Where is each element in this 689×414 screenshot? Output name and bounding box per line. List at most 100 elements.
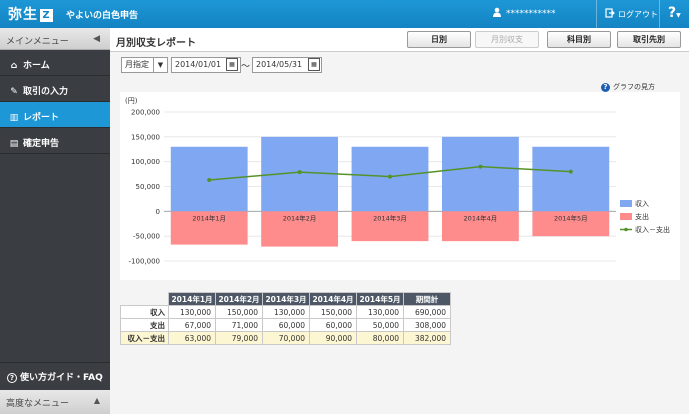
sidebar-item-transaction-input[interactable]: ✎ 取引の入力 xyxy=(0,76,110,102)
report-icon: ▥ xyxy=(9,113,19,123)
sidebar-title: メインメニュー xyxy=(6,37,69,47)
column-header: 2014年1月 xyxy=(168,292,216,306)
guide-faq-link[interactable]: ? 使い方ガイド・FAQ xyxy=(0,362,110,388)
y-axis-unit-label: (円) xyxy=(125,97,138,105)
table-cell: 130,000 xyxy=(356,305,404,319)
question-icon: ? xyxy=(7,373,17,383)
sidebar-item-label: レポート xyxy=(23,113,60,123)
home-icon: ⌂ xyxy=(10,61,18,71)
row-label: 収入－支出 xyxy=(120,331,169,345)
tab-by-account[interactable]: 科目別 xyxy=(547,31,611,48)
sidebar-header: メインメニュー ◀ xyxy=(0,28,110,50)
table-cell: 308,000 xyxy=(403,318,451,332)
app-title: やよいの白色申告 xyxy=(66,11,139,21)
table-cell: 60,000 xyxy=(309,318,357,332)
table-cell: 130,000 xyxy=(262,305,310,319)
table-cell: 63,000 xyxy=(168,331,216,345)
advanced-menu-toggle[interactable]: 高度なメニュー ▲ xyxy=(0,390,110,414)
sidebar-item-label: 取引の入力 xyxy=(23,87,69,97)
tab-monthly: 月別収支 xyxy=(475,31,539,48)
date-from-field[interactable]: 2014/01/01 xyxy=(171,57,241,73)
net-point xyxy=(207,178,212,183)
period-select-value: 月指定 xyxy=(125,60,149,69)
collapse-sidebar-icon[interactable]: ◀ xyxy=(93,34,100,44)
table-cell: 90,000 xyxy=(309,331,357,345)
table-cell: 67,000 xyxy=(168,318,216,332)
y-tick-label: -100,000 xyxy=(129,258,160,266)
top-bar: 弥生 Z やよいの白色申告 *********** ログアウト ?▼ xyxy=(0,0,689,28)
logout-button[interactable]: ログアウト xyxy=(596,0,660,28)
user-name: *********** xyxy=(506,9,556,19)
chevron-down-icon: ▼ xyxy=(153,58,167,72)
table-cell: 70,000 xyxy=(262,331,310,345)
row-label: 支出 xyxy=(120,318,169,332)
sidebar: メインメニュー ◀ ⌂ ホーム ✎ 取引の入力 ▥ レポート ▤ 確定申告 ? 使い方ガイ… xyxy=(0,28,110,414)
expense-bar xyxy=(441,211,519,242)
net-point xyxy=(568,169,573,174)
date-to-field[interactable]: 2014/05/31 xyxy=(252,57,322,73)
column-header: 2014年3月 xyxy=(262,292,310,306)
column-header: 2014年4月 xyxy=(309,292,357,306)
y-tick-label: 150,000 xyxy=(131,133,160,141)
tab-by-client[interactable]: 取引先別 xyxy=(617,31,681,48)
legend-swatch-net-point xyxy=(624,227,628,232)
legend-label-income: 収入 xyxy=(635,200,649,208)
net-point xyxy=(478,164,483,169)
column-header: 2014年2月 xyxy=(215,292,263,306)
question-icon: ? xyxy=(601,83,610,92)
x-category-label: 2014年4月 xyxy=(464,213,498,222)
table-cell: 382,000 xyxy=(403,331,451,345)
expense-bar xyxy=(170,211,248,245)
column-header: 2014年5月 xyxy=(356,292,404,306)
y-tick-label: -50,000 xyxy=(133,233,160,241)
chart-panel: (円) 200,000 150,000 100,000 50,000 0 -50,000 -1… xyxy=(120,92,680,280)
column-header: 期間計 xyxy=(403,292,451,306)
graph-help-link[interactable]: ? グラフの見方 xyxy=(601,82,655,92)
page-title: 月別収支レポート xyxy=(116,38,196,49)
y-tick-label: 200,000 xyxy=(131,109,160,117)
income-bar xyxy=(441,136,519,212)
chevron-down-icon: ▼ xyxy=(676,12,681,19)
summary-table: 2014年1月 2014年2月 2014年3月 2014年4月 2014年5月 … xyxy=(120,292,451,345)
table-corner xyxy=(120,292,169,306)
calendar-icon[interactable]: ▦ xyxy=(226,58,238,71)
expense-bar xyxy=(532,211,610,237)
table-cell: 150,000 xyxy=(309,305,357,319)
main-content: 月別収支レポート 日別 月別収支 科目別 取引先別 月指定 ▼ 2014/01/0… xyxy=(110,28,689,414)
x-category-label: 2014年1月 xyxy=(192,213,226,222)
table-cell: 80,000 xyxy=(356,331,404,345)
y-tick-label: 100,000 xyxy=(131,158,160,166)
table-header-row: 2014年1月 2014年2月 2014年3月 2014年4月 2014年5月 … xyxy=(120,292,451,306)
table-row-income: 収入 130,000 150,000 130,000 150,000 130,0… xyxy=(120,305,451,319)
graph-help-label: グラフの見方 xyxy=(613,83,655,91)
sidebar-item-tax-return[interactable]: ▤ 確定申告 xyxy=(0,128,110,154)
table-cell: 71,000 xyxy=(215,318,263,332)
table-cell: 50,000 xyxy=(356,318,404,332)
guide-faq-label: 使い方ガイド・FAQ xyxy=(20,373,103,383)
legend-swatch-income xyxy=(620,200,632,207)
monthly-income-chart: (円) 200,000 150,000 100,000 50,000 0 -50,000 -1… xyxy=(125,97,670,266)
legend-label-expense: 支出 xyxy=(635,212,649,221)
chevron-up-icon: ▲ xyxy=(93,396,100,405)
income-bar xyxy=(532,146,610,212)
y-tick-label: 50,000 xyxy=(136,183,161,191)
expense-bar xyxy=(261,211,339,247)
x-category-label: 2014年2月 xyxy=(283,213,317,222)
legend-swatch-expense xyxy=(620,213,632,220)
pencil-icon: ✎ xyxy=(10,87,18,97)
legend-label-net: 収入－支出 xyxy=(635,225,670,234)
sidebar-item-report[interactable]: ▥ レポート xyxy=(0,102,110,128)
row-label: 収入 xyxy=(120,305,169,319)
sidebar-item-home[interactable]: ⌂ ホーム xyxy=(0,50,110,76)
help-button[interactable]: ?▼ xyxy=(668,5,681,21)
table-row-expense: 支出 67,000 71,000 60,000 60,000 50,000 30… xyxy=(120,318,451,332)
calendar-icon[interactable]: ▦ xyxy=(308,58,320,71)
tab-daily[interactable]: 日別 xyxy=(407,31,471,48)
range-separator: ～ xyxy=(241,62,251,72)
report-header: 月別収支レポート 日別 月別収支 科目別 取引先別 xyxy=(110,28,689,52)
logout-icon xyxy=(605,8,615,18)
user-menu[interactable]: *********** xyxy=(492,7,556,19)
table-row-net: 収入－支出 63,000 79,000 70,000 90,000 80,000… xyxy=(120,331,451,345)
period-select[interactable]: 月指定 ▼ xyxy=(121,57,168,73)
income-bar xyxy=(351,146,429,212)
